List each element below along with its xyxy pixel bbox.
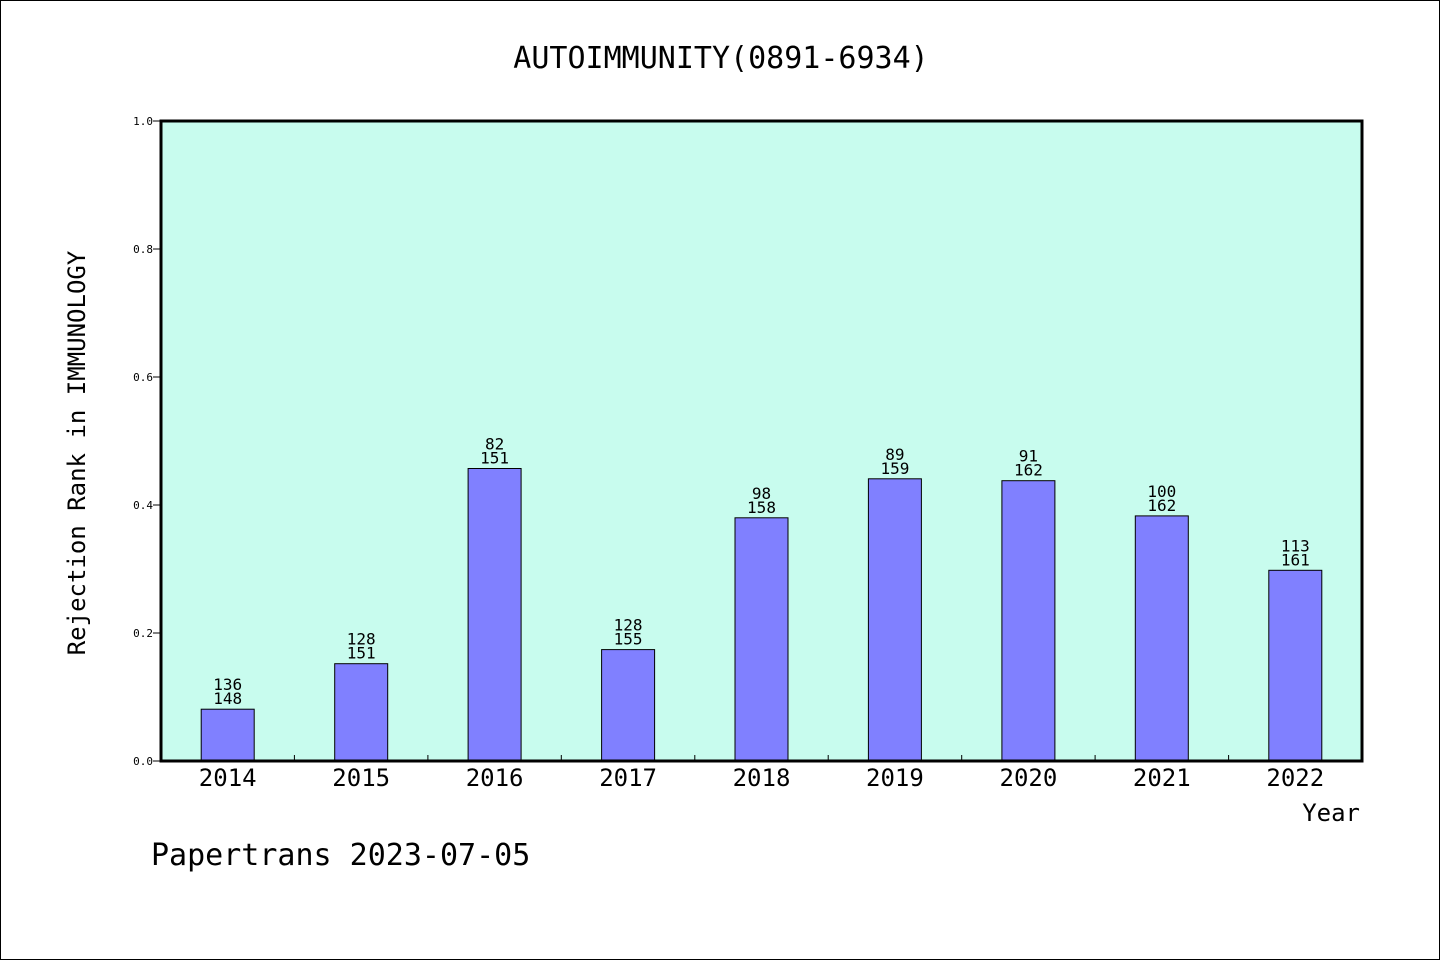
x-tick-label-2015: 2015	[332, 764, 390, 792]
bar-label-rank-2018: 98	[752, 484, 771, 503]
chart-title: AUTOIMMUNITY(0891-6934)	[513, 41, 928, 76]
bar-label-rank-2015: 128	[347, 630, 376, 649]
y-tick-label: 1.0	[133, 115, 153, 128]
footer-credit: Papertrans 2023-07-05	[151, 838, 530, 873]
plot-border	[159, 119, 1364, 763]
x-tick-label-2022: 2022	[1266, 764, 1324, 792]
bar-2020	[1001, 480, 1056, 762]
bar-label-total-2022: 161	[1281, 550, 1310, 569]
bar-2022	[1268, 569, 1323, 762]
bar-label-rank-2020: 91	[1019, 447, 1038, 466]
y-tick-label: 0.4	[133, 499, 153, 512]
x-tick-label-2020: 2020	[1000, 764, 1058, 792]
x-tick-label-2017: 2017	[599, 764, 657, 792]
bar-label-rank-2019: 89	[885, 445, 904, 464]
bar-label-total-2019: 159	[880, 459, 909, 478]
x-axis-label: Year	[1302, 799, 1360, 827]
bar-2019	[867, 478, 922, 762]
bar-label-total-2015: 151	[347, 644, 376, 663]
bar-label-rank-2014: 136	[213, 675, 242, 694]
bar-label-total-2018: 158	[747, 498, 776, 517]
bar-label-total-2020: 162	[1014, 461, 1043, 480]
bar-label-rank-2021: 100	[1147, 482, 1176, 501]
bar-label-rank-2022: 113	[1281, 536, 1310, 555]
x-tick-label-2016: 2016	[466, 764, 524, 792]
x-tick-label-2019: 2019	[866, 764, 924, 792]
y-tick-label: 0.0	[133, 755, 153, 768]
x-axis: 2014 2015 2016 2017 2018 2019 2020 2021 2022	[199, 755, 1324, 792]
x-tick-label-2014: 2014	[199, 764, 257, 792]
y-axis: 0.0 0.2 0.4 0.6 0.8 1.0	[133, 115, 161, 768]
x-tick-label-2018: 2018	[733, 764, 791, 792]
bar-2021	[1134, 515, 1189, 762]
bar-2015	[334, 663, 389, 762]
y-tick-label: 0.2	[133, 627, 153, 640]
bar-label-total-2017: 155	[614, 630, 643, 649]
y-tick-label: 0.6	[133, 371, 153, 384]
bar-label-rank-2016: 82	[485, 435, 504, 454]
bar-2018	[734, 517, 789, 762]
bar-2014	[200, 708, 255, 762]
bar-2016	[467, 468, 522, 762]
bars-group	[200, 468, 1323, 762]
x-tick-label-2021: 2021	[1133, 764, 1191, 792]
y-tick-label: 0.8	[133, 243, 153, 256]
y-axis-label: Rejection Rank in IMMUNOLOGY	[63, 250, 91, 655]
bar-label-rank-2017: 128	[614, 616, 643, 635]
bar-2017	[601, 649, 656, 762]
bar-label-total-2016: 151	[480, 449, 509, 468]
bar-label-total-2021: 162	[1147, 496, 1176, 515]
bar-label-total-2014: 148	[213, 689, 242, 708]
bar-labels-group: 1361481281518215112815598158891599116210…	[213, 435, 1310, 709]
